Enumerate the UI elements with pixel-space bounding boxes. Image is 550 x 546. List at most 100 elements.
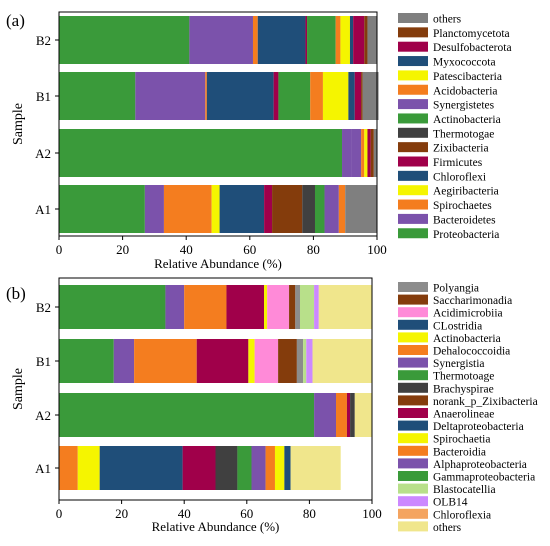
bar-a-a2-11 [364, 129, 368, 177]
bar-b-a1-18 [274, 446, 285, 490]
bar-a-a2-15 [373, 129, 377, 177]
x-tick-label: 0 [56, 242, 63, 257]
legend-swatch [398, 433, 428, 444]
y-tick-label: A2 [35, 408, 51, 423]
legend-label: Zixibacteria [433, 143, 489, 155]
bar-a-b1-13 [354, 72, 362, 120]
bar-a-b2-8 [307, 16, 336, 64]
bar-b-b1-10 [278, 339, 297, 383]
legend-swatch [398, 282, 428, 292]
legend-swatch [398, 307, 428, 318]
legend-swatch [398, 13, 428, 23]
legend-label: norank_p_Zixibacteria [433, 396, 538, 408]
bar-b-a2-6 [336, 393, 347, 437]
legend-swatch [398, 84, 428, 95]
bar-a-a1-2 [163, 185, 212, 233]
y-tick-label: A2 [35, 146, 51, 161]
bar-b-a1-19 [284, 446, 291, 490]
bar-a-b1-8 [278, 72, 311, 120]
legend-swatch [398, 319, 428, 330]
y-tick-label: B2 [36, 300, 51, 315]
legend-label: Synergistetes [433, 100, 495, 112]
bar-b-a2-11 [350, 393, 355, 437]
legend-label: Actinobacteria [433, 333, 501, 345]
bar-b-a1-3 [99, 446, 183, 490]
bar-b-b2-13 [300, 285, 315, 329]
x-tick-label: 60 [243, 242, 256, 257]
y-tick-label: B2 [36, 33, 51, 48]
legend-label: Gammaproteobacteria [433, 472, 535, 484]
x-tick-label: 80 [307, 242, 320, 257]
bar-a-b2-15 [367, 16, 377, 64]
legend-swatch [398, 199, 428, 210]
legend-label: Bacteroidia [433, 446, 486, 458]
x-axis-label: Relative Abundance (%) [152, 519, 280, 534]
bar-b-b2-20 [318, 285, 372, 329]
legend-swatch [398, 142, 428, 153]
legend-label: Chloroflexia [433, 509, 491, 521]
bar-b-b2-8 [264, 285, 268, 329]
bar-b-a1-16 [251, 446, 266, 490]
legend-swatch [398, 496, 428, 507]
bar-a-a1-6 [272, 185, 303, 233]
y-tick-label: B1 [36, 354, 51, 369]
bar-b-a1-1 [59, 446, 78, 490]
bar-a-a1-4 [219, 185, 265, 233]
bar-b-b1-9 [254, 339, 279, 383]
legend-swatch [398, 70, 428, 81]
bar-a-a1-15 [345, 185, 377, 233]
bar-a-a2-9 [351, 129, 362, 177]
legend-label: Bacteroidetes [433, 214, 496, 226]
legend-swatch [398, 420, 428, 431]
bar-b-b1-6 [134, 339, 197, 383]
y-tick-label: A1 [35, 202, 51, 217]
legend-label: Brachyspirae [433, 383, 494, 395]
x-tick-label: 20 [115, 506, 128, 521]
legend-label: Polyangia [433, 283, 479, 295]
legend-swatch [398, 113, 428, 124]
bar-b-b1-4 [59, 339, 114, 383]
bar-a-b1-4 [206, 72, 274, 120]
bar-b-b1-5 [113, 339, 135, 383]
x-axis-label: Relative Abundance (%) [154, 256, 282, 271]
legend-swatch [398, 332, 428, 343]
bar-b-a1-11 [215, 446, 238, 490]
legend-label: Thermotoage [433, 371, 494, 383]
legend-swatch [398, 156, 428, 167]
bar-a-b2-2 [252, 16, 258, 64]
legend-swatch [398, 382, 428, 393]
legend-swatch [398, 408, 428, 418]
bar-b-a1-7 [182, 446, 216, 490]
legend-swatch [398, 370, 428, 381]
x-tick-label: 40 [180, 242, 193, 257]
legend-swatch [398, 99, 428, 110]
legend-swatch [398, 395, 428, 406]
bar-a-b1-1 [135, 72, 206, 120]
bar-a-a1-9 [324, 185, 339, 233]
legend-label: Proteobacteria [433, 229, 499, 241]
bar-a-a1-8 [314, 185, 325, 233]
bar-b-a1-20 [290, 446, 341, 490]
legend-label: Actinobacteria [433, 114, 501, 126]
x-tick-label: 80 [303, 506, 316, 521]
legend-swatch [398, 170, 428, 181]
legend-label: Myxococcota [433, 57, 496, 69]
bar-a-a2-14 [370, 129, 374, 177]
bar-a-b2-0 [59, 16, 190, 64]
legend-label: others [433, 14, 462, 26]
legend-label: Chloroflexi [433, 171, 486, 183]
bar-a-b2-13 [353, 16, 365, 64]
legend-swatch [398, 213, 428, 224]
legend-label: Deltaproteobacteria [433, 421, 524, 433]
legend-label: CLostridia [433, 320, 482, 332]
bar-a-b1-11 [322, 72, 349, 120]
legend-label: Anaerolineae [433, 409, 494, 421]
legend-swatch [398, 56, 428, 67]
bar-a-b2-1 [189, 16, 253, 64]
plot-frame [58, 277, 373, 501]
bar-b-a2-4 [59, 393, 315, 437]
legend-label: Patescibacteria [433, 71, 502, 83]
legend-swatch [398, 41, 428, 52]
bar-a-b2-14 [364, 16, 368, 64]
bar-a-b2-11 [340, 16, 350, 64]
